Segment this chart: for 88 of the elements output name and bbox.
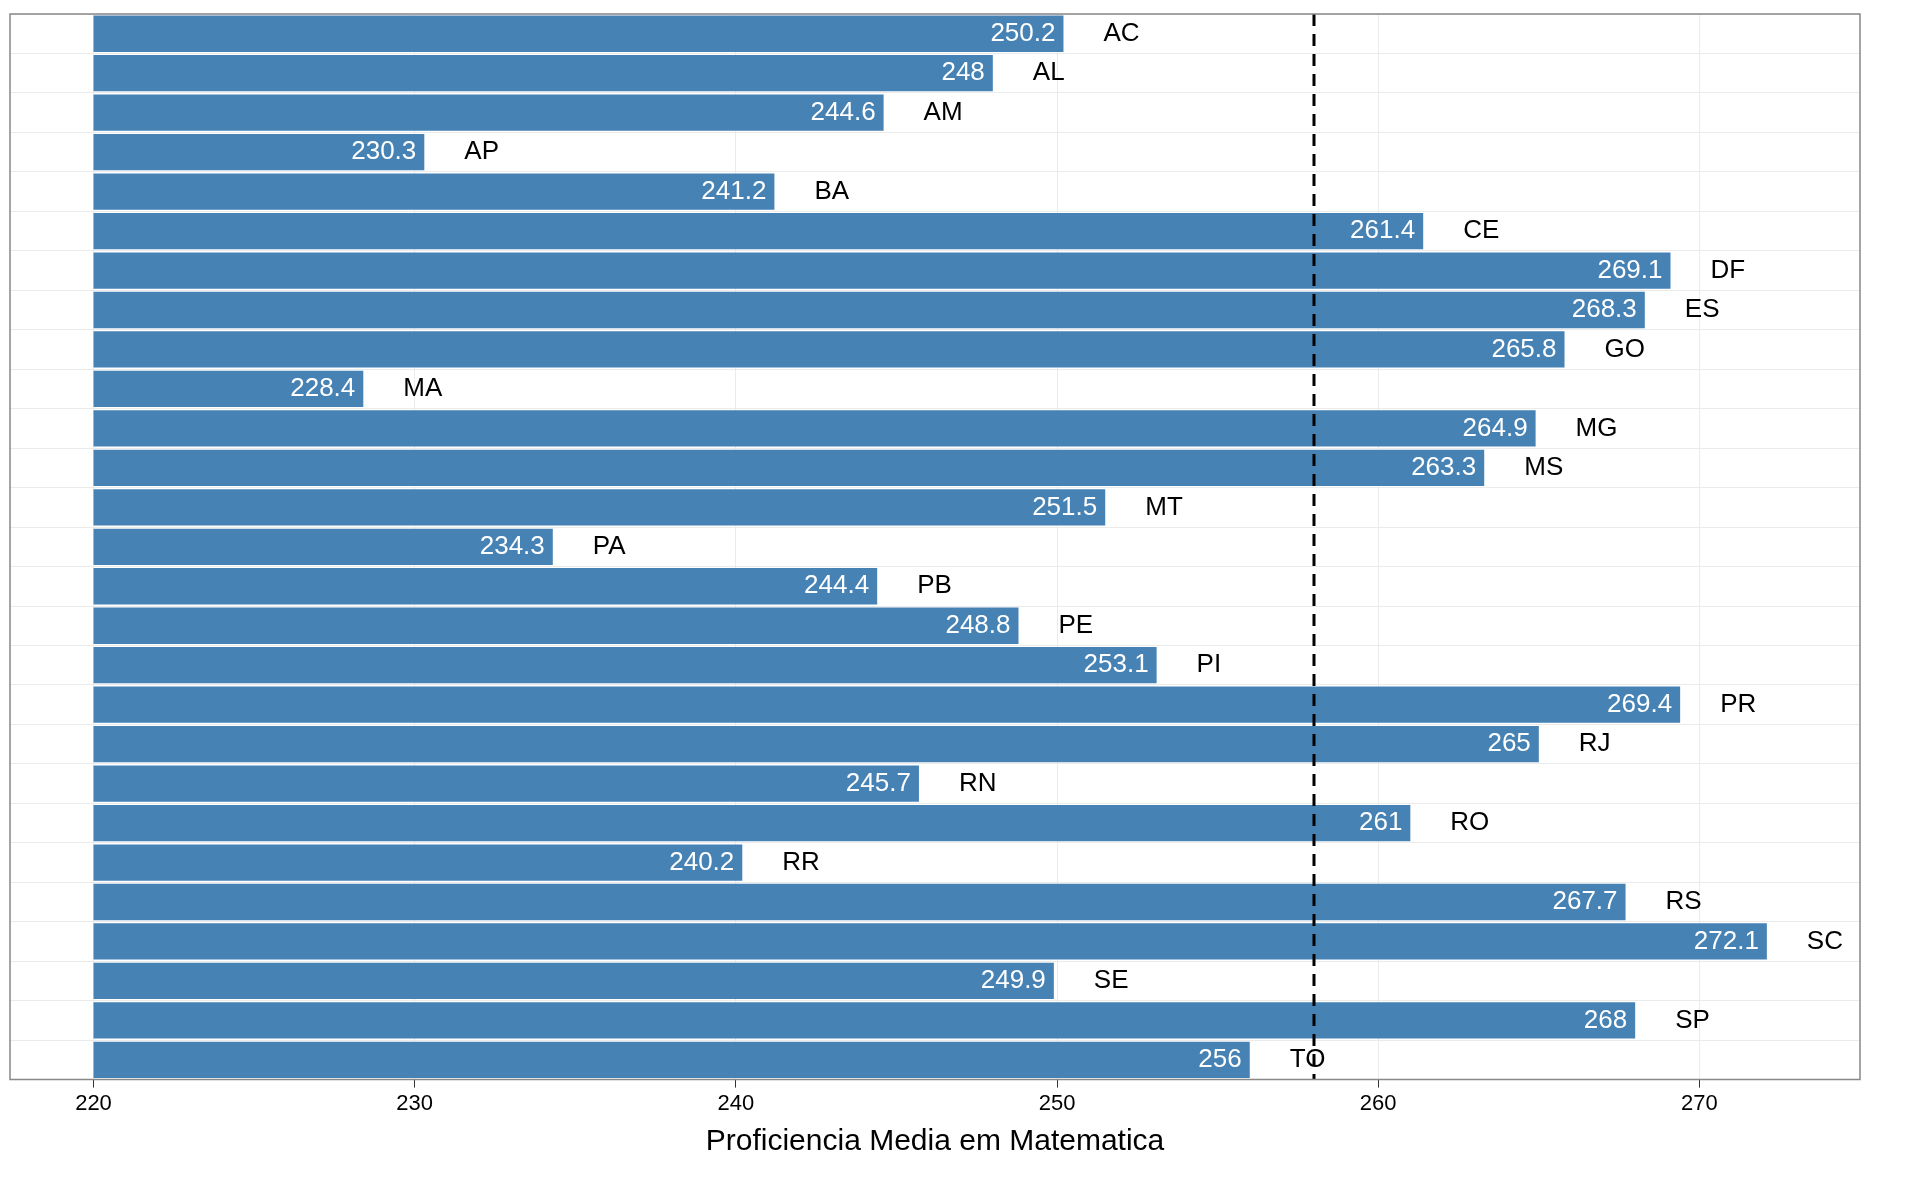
- data-label: 250.2: [990, 16, 1056, 47]
- data-label: 261: [1358, 806, 1403, 837]
- bar: [93, 647, 1157, 684]
- y-tick-label: CE: [1463, 214, 1500, 245]
- x-axis-title: Proficiencia Media em Matematica: [705, 1123, 1165, 1157]
- data-label: 261.4: [1350, 214, 1416, 245]
- data-label: 263.3: [1411, 451, 1477, 482]
- y-tick-label: AP: [464, 135, 500, 166]
- y-tick-label: RS: [1665, 885, 1702, 916]
- data-label: 265.8: [1491, 332, 1557, 363]
- x-tick-label: 270: [1681, 1089, 1718, 1115]
- data-label: 272.1: [1693, 924, 1759, 955]
- y-tick-label: SE: [1093, 964, 1129, 995]
- bar: [93, 883, 1626, 921]
- y-tick-label: SP: [1675, 1003, 1710, 1034]
- data-label: 228.4: [290, 372, 356, 403]
- bar: [93, 528, 553, 565]
- data-label: 267.7: [1552, 885, 1618, 916]
- data-label: 230.3: [351, 135, 417, 166]
- y-tick-label: MA: [403, 372, 443, 403]
- data-label: 248: [941, 56, 985, 87]
- y-tick-label: RR: [782, 845, 820, 876]
- y-tick-label: MS: [1524, 451, 1564, 482]
- bar: [93, 923, 1767, 960]
- y-tick-label: TO: [1289, 1043, 1326, 1074]
- y-tick-label: SC: [1806, 924, 1843, 955]
- y-tick-label: MG: [1575, 411, 1618, 442]
- data-label: 244.6: [810, 95, 876, 126]
- bar: [93, 173, 775, 210]
- data-label: 241.2: [701, 174, 767, 205]
- bar: [93, 489, 1106, 526]
- data-label: 249.9: [980, 964, 1046, 995]
- y-tick-label: DF: [1710, 253, 1746, 284]
- y-tick-label: RJ: [1578, 727, 1611, 758]
- bar: [93, 725, 1539, 763]
- data-label: 256: [1198, 1043, 1242, 1074]
- bar: [93, 252, 1671, 289]
- y-tick-label: PE: [1058, 608, 1094, 639]
- bar: [93, 15, 1064, 52]
- y-tick-label: RO: [1450, 806, 1490, 837]
- y-tick-label: ES: [1684, 293, 1720, 324]
- bar: [93, 133, 425, 171]
- bar: [93, 291, 1645, 329]
- data-label: 251.5: [1032, 490, 1098, 521]
- y-tick-label: BA: [814, 174, 850, 205]
- bar: [93, 607, 1019, 644]
- bar: [93, 1041, 1250, 1079]
- data-label: 268.3: [1571, 293, 1637, 324]
- y-tick-label: PI: [1196, 648, 1222, 679]
- y-tick-label: AM: [923, 95, 963, 126]
- y-tick-label: MT: [1145, 490, 1183, 521]
- data-label: 253.1: [1083, 648, 1149, 679]
- x-tick-label: 220: [75, 1089, 112, 1115]
- bar: [93, 804, 1411, 842]
- y-tick-label: RN: [958, 766, 997, 797]
- bar: [93, 568, 878, 605]
- bar: [93, 765, 919, 802]
- data-label: 240.2: [669, 845, 735, 876]
- data-label: 265: [1487, 727, 1531, 758]
- data-label: 269.4: [1607, 687, 1673, 718]
- x-tick-label: 240: [717, 1089, 755, 1115]
- bar: [93, 331, 1565, 368]
- data-label: 245.7: [845, 766, 911, 797]
- bar: [93, 55, 993, 92]
- y-tick-label: PR: [1720, 687, 1757, 718]
- data-label: 264.9: [1462, 411, 1528, 442]
- bar: [93, 410, 1536, 447]
- data-label: 248.8: [945, 608, 1011, 639]
- bar: [93, 844, 743, 881]
- bar: [93, 962, 1054, 1000]
- y-tick-label: PB: [917, 569, 952, 600]
- x-tick-label: 250: [1038, 1089, 1076, 1115]
- bar: [93, 370, 364, 408]
- x-tick-label: 230: [396, 1089, 434, 1115]
- y-tick-label: PA: [592, 529, 627, 560]
- y-tick-label: AL: [1032, 56, 1065, 87]
- y-tick-label: GO: [1604, 332, 1645, 363]
- bar: [93, 1002, 1636, 1039]
- data-label: 269.1: [1597, 253, 1663, 284]
- data-label: 234.3: [479, 529, 545, 560]
- data-label: 268: [1583, 1003, 1628, 1034]
- y-tick-label: AC: [1103, 16, 1140, 47]
- bar: [93, 94, 884, 131]
- bar: [93, 686, 1681, 723]
- data-label: 244.4: [804, 569, 870, 600]
- bar: [93, 449, 1485, 487]
- bar: [93, 212, 1424, 250]
- x-tick-label: 260: [1359, 1089, 1397, 1115]
